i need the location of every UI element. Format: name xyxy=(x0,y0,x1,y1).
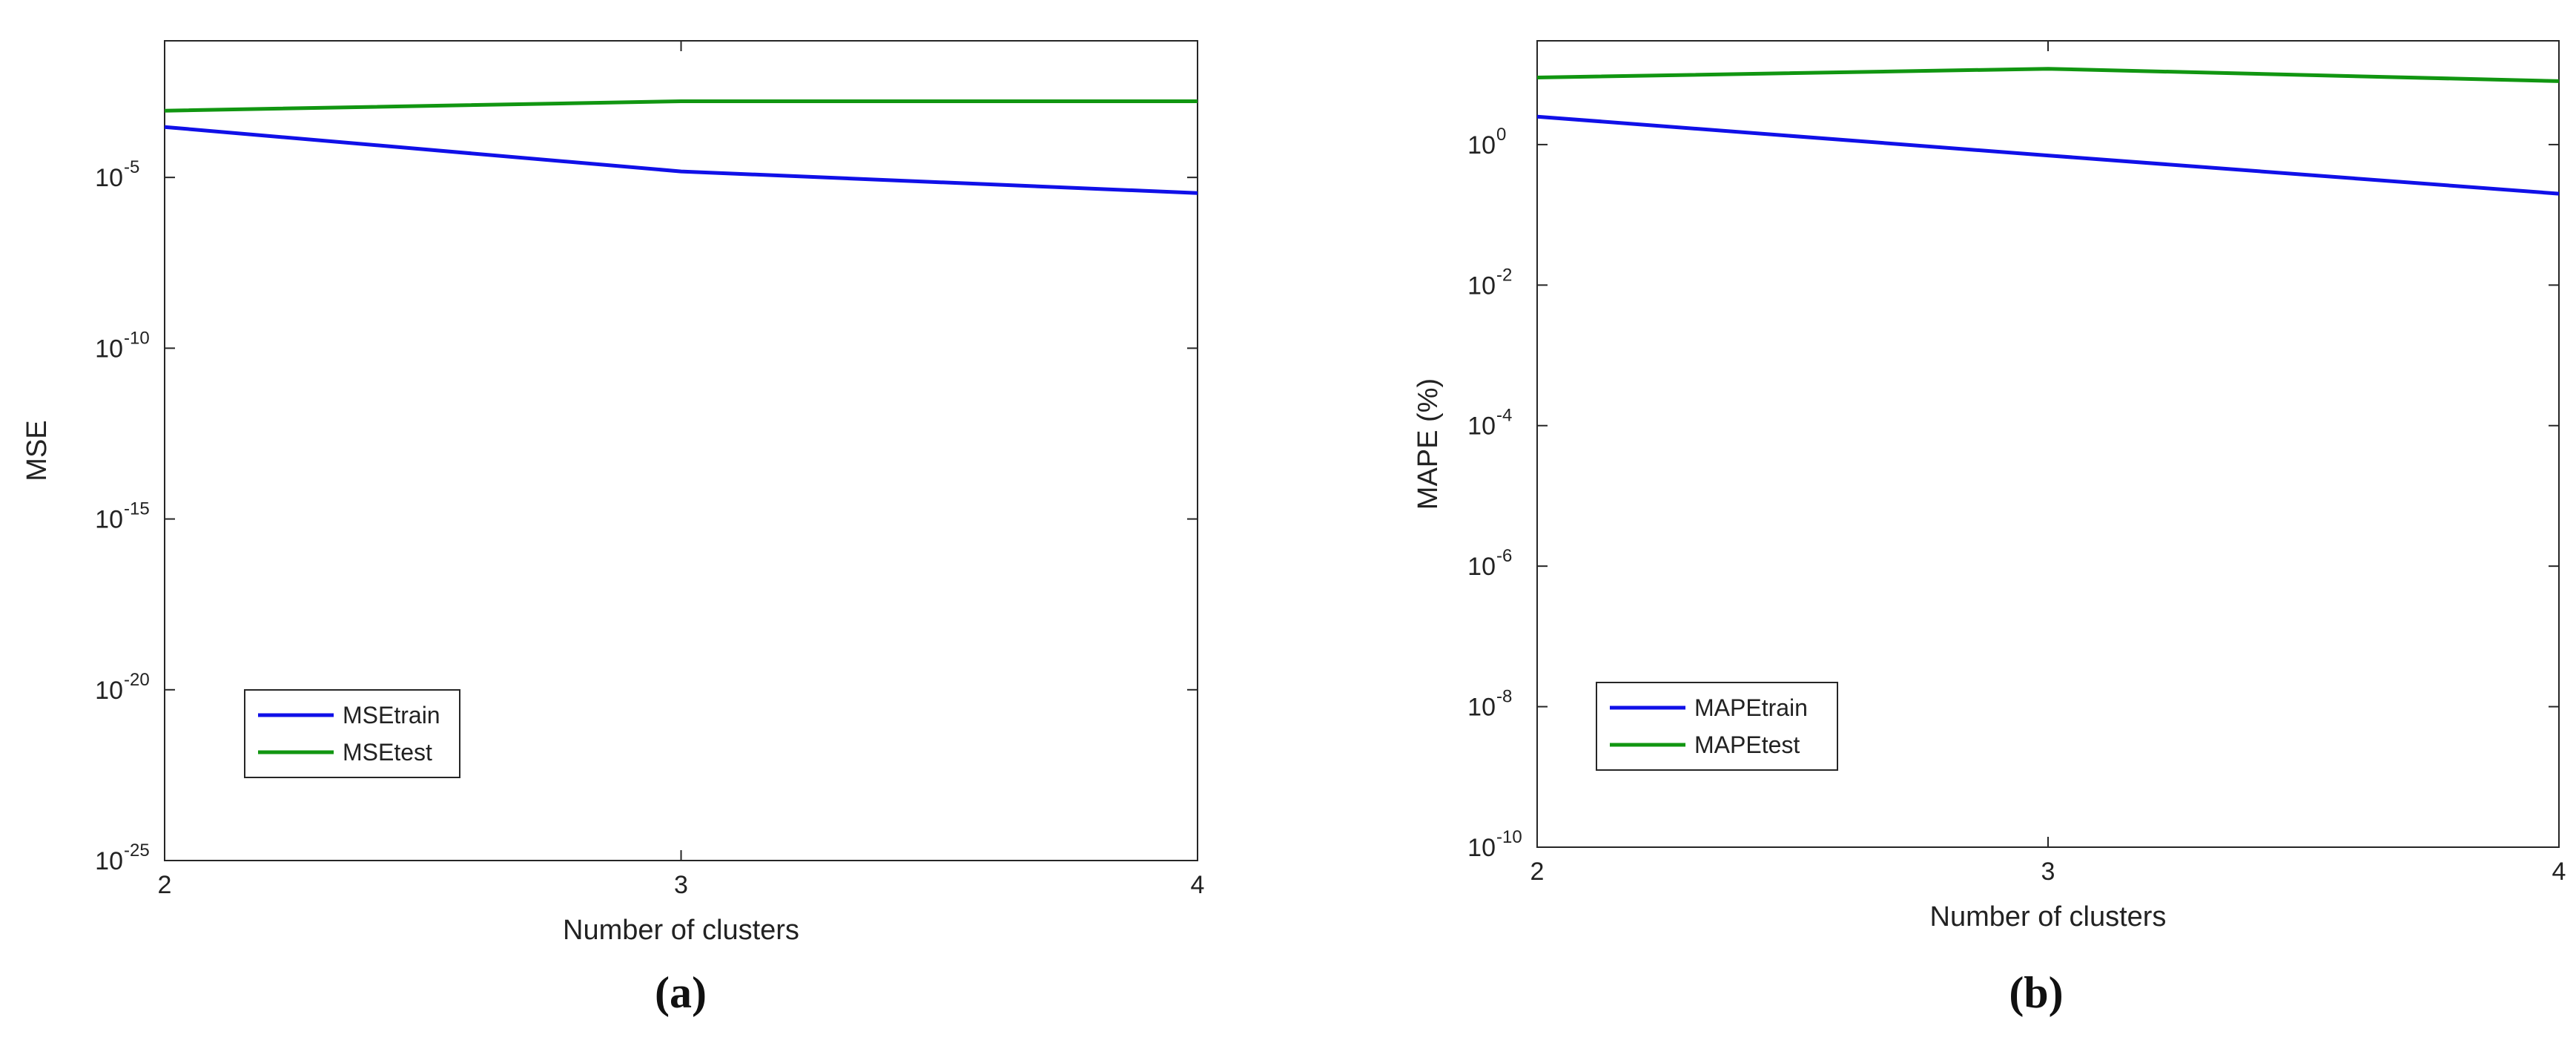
x-tick-label: 3 xyxy=(674,871,688,899)
y-tick-label-base: 10 xyxy=(1467,834,1496,862)
x-tick-label: 2 xyxy=(1530,858,1545,886)
y-tick-label-exponent: -6 xyxy=(1496,546,1512,566)
legend-label-mapetest: MAPEtest xyxy=(1694,731,1800,758)
legend: MAPEtrain MAPEtest xyxy=(1596,682,1838,771)
y-tick-label-base: 10 xyxy=(1467,131,1496,159)
series-line-msetrain xyxy=(164,125,1198,195)
y-axis-label: MSE xyxy=(22,420,53,481)
x-tick-label: 4 xyxy=(2552,858,2566,886)
y-tick-label: 10 xyxy=(95,335,123,363)
y-tick-label-exponent: -25 xyxy=(124,841,150,861)
y-tick-label-exponent: -5 xyxy=(124,157,139,177)
y-tick-label: 10 xyxy=(1467,272,1496,300)
x-tick-label: 4 xyxy=(1191,871,1205,899)
y-tick-label: 10 xyxy=(1467,131,1496,159)
y-tick-label-exponent: -20 xyxy=(124,670,150,690)
y-tick-label-base: 10 xyxy=(95,847,123,875)
x-tick-label: 2 xyxy=(158,871,172,899)
y-tick-label-exponent: -8 xyxy=(1496,687,1512,707)
y-tick-label: 10 xyxy=(95,164,123,192)
y-tick-label: 10 xyxy=(1467,412,1496,441)
y-tick-label-base: 10 xyxy=(95,335,123,363)
series-line-msetest xyxy=(164,99,1198,113)
y-tick-label-exponent: -10 xyxy=(1496,827,1522,847)
y-tick-label: 10 xyxy=(1467,694,1496,722)
y-tick-label: 10 xyxy=(95,677,123,705)
x-tick-label: 3 xyxy=(2041,858,2055,886)
y-tick-label-exponent: -4 xyxy=(1496,406,1512,426)
legend-box xyxy=(244,689,460,778)
legend-box xyxy=(1596,682,1838,771)
subfigure-caption: (a) xyxy=(655,968,707,1017)
x-axis-label: Number of clusters xyxy=(563,915,799,946)
y-tick-label-exponent: -15 xyxy=(124,499,150,519)
legend-label-msetest: MSEtest xyxy=(343,739,432,766)
y-tick-label-base: 10 xyxy=(1467,412,1496,441)
y-tick-label-base: 10 xyxy=(1467,272,1496,300)
series-line-mapetrain xyxy=(1536,114,2560,196)
x-axis-label: Number of clusters xyxy=(1930,901,2167,932)
series-line-mapetest xyxy=(1536,67,2560,83)
y-tick-label: 10 xyxy=(1467,553,1496,581)
legend-label-msetrain: MSEtrain xyxy=(343,702,440,728)
y-tick-label-base: 10 xyxy=(95,677,123,705)
y-tick-label-exponent: -2 xyxy=(1496,265,1512,285)
y-tick-label-base: 10 xyxy=(95,164,123,192)
y-tick-label: 10 xyxy=(95,847,123,875)
legend: MSEtrain MSEtest xyxy=(244,689,460,778)
subfigure-caption: (b) xyxy=(2009,968,2063,1017)
legend-label-mapetrain: MAPEtrain xyxy=(1694,694,1808,721)
y-tick-label-exponent: -10 xyxy=(124,328,150,348)
y-tick-label-base: 10 xyxy=(1467,553,1496,581)
y-tick-label-exponent: 0 xyxy=(1496,125,1506,145)
y-tick-label: 10 xyxy=(95,506,123,534)
y-tick-label: 10 xyxy=(1467,834,1496,862)
y-axis-label: MAPE (%) xyxy=(1413,378,1444,510)
y-tick-label-base: 10 xyxy=(1467,694,1496,722)
y-tick-label-base: 10 xyxy=(95,506,123,534)
